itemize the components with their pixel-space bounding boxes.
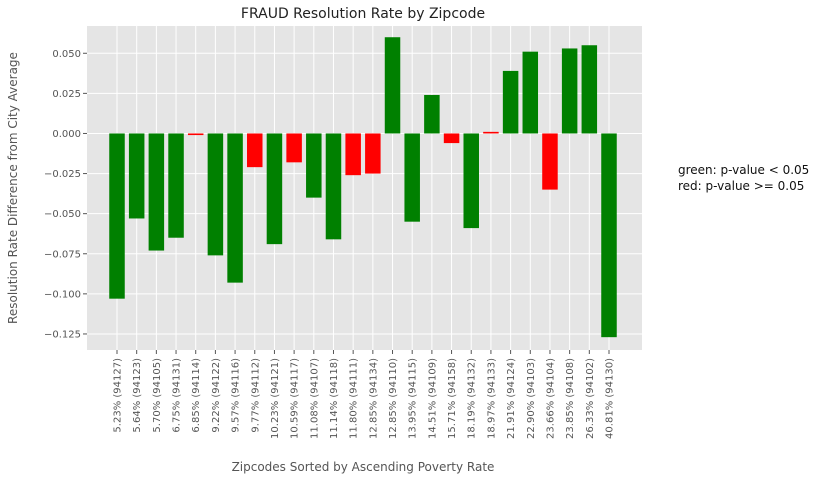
bar — [443, 133, 460, 144]
chart-title: FRAUD Resolution Rate by Zipcode — [241, 6, 485, 22]
x-tick-label: 18.97% (94133) — [486, 358, 497, 439]
x-tick-label: 10.59% (94117) — [290, 358, 301, 439]
bar — [561, 48, 578, 134]
y-tick-label: −0.075 — [44, 249, 81, 260]
x-tick-label: 18.19% (94132) — [467, 358, 478, 439]
bar — [128, 133, 145, 219]
x-tick-label: 15.71% (94158) — [447, 358, 458, 439]
y-tick-label: −0.125 — [44, 329, 81, 340]
x-tick-label: 23.85% (94108) — [565, 358, 576, 439]
bar — [581, 45, 598, 134]
bar — [601, 133, 617, 338]
legend: green: p-value < 0.05 red: p-value >= 0.… — [678, 162, 809, 194]
bar — [109, 133, 125, 299]
y-axis-label: Resolution Rate Difference from City Ave… — [6, 52, 20, 324]
bar — [168, 133, 184, 238]
bar — [542, 133, 558, 190]
legend-green-entry: green: p-value < 0.05 — [678, 163, 810, 177]
x-tick-label: 14.51% (94109) — [427, 358, 438, 439]
x-tick-label: 9.77% (94112) — [250, 358, 261, 433]
y-tick-label: 0.050 — [52, 49, 81, 60]
x-tick-label: 11.14% (94118) — [329, 358, 340, 439]
x-tick-label: 10.23% (94121) — [270, 358, 281, 439]
y-tick-labels: −0.125 −0.100 −0.075 −0.050 −0.025 0.000 0.025… — [44, 49, 87, 340]
bar — [306, 133, 322, 198]
y-tick-label: −0.100 — [44, 289, 81, 300]
x-tick-label: 13.95% (94115) — [408, 358, 419, 439]
x-tick-label: 5.70% (94105) — [152, 358, 163, 433]
bar — [424, 94, 440, 134]
y-tick-label: −0.025 — [44, 169, 81, 180]
bar — [502, 70, 519, 134]
x-tick-label: 12.85% (94110) — [388, 358, 399, 439]
y-tick-label: 0.000 — [52, 129, 81, 140]
bars — [109, 37, 617, 338]
x-tick-label: 6.85% (94114) — [191, 358, 202, 433]
bar — [148, 133, 165, 251]
legend-red-entry: red: p-value >= 0.05 — [678, 179, 805, 193]
x-tick-label: 21.91% (94124) — [506, 358, 517, 439]
bar — [187, 133, 204, 136]
x-tick-label: 9.22% (94122) — [211, 358, 222, 433]
x-tick-label: 12.85% (94134) — [368, 358, 379, 439]
bar — [325, 133, 342, 240]
bar — [522, 51, 539, 134]
bar — [483, 131, 499, 134]
bar — [384, 37, 401, 134]
x-tick-label: 6.75% (94131) — [172, 358, 183, 433]
bar — [247, 133, 263, 168]
x-tick-label: 26.33% (94102) — [585, 358, 596, 439]
bar — [404, 133, 420, 222]
bar — [365, 133, 381, 174]
bar — [266, 133, 283, 245]
x-tick-label: 23.66% (94104) — [545, 358, 556, 439]
x-tick-label: 5.23% (94127) — [113, 358, 124, 433]
bar — [207, 133, 224, 256]
x-tick-label: 9.57% (94116) — [231, 358, 242, 433]
bar — [286, 133, 302, 163]
x-axis-label: Zipcodes Sorted by Ascending Poverty Rat… — [232, 460, 495, 474]
bar — [227, 133, 243, 283]
x-tick-label: 11.08% (94107) — [309, 358, 320, 439]
x-tick-labels: 5.23% (94127) 5.64% (94123) 5.70% (94105) 6… — [113, 350, 616, 439]
x-tick-label: 22.90% (94103) — [526, 358, 537, 439]
x-tick-label: 5.64% (94123) — [132, 358, 143, 433]
y-tick-label: −0.050 — [44, 209, 81, 220]
y-tick-label: 0.025 — [52, 89, 81, 100]
bar — [463, 133, 479, 229]
x-tick-label: 40.81% (94130) — [605, 358, 616, 439]
bar — [345, 133, 361, 176]
x-tick-label: 11.80% (94111) — [349, 358, 360, 439]
